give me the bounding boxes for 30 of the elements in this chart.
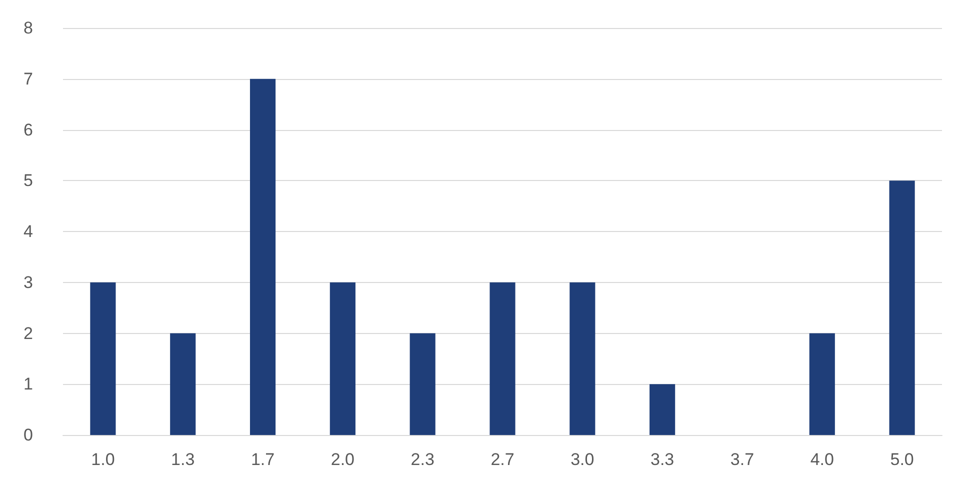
x-tick-label: 1.7 [250, 450, 275, 469]
y-tick-label: 5 [24, 171, 33, 190]
x-tick-label: 2.7 [490, 450, 514, 469]
x-tick-label: 2.3 [410, 450, 434, 469]
bar [570, 282, 596, 435]
x-tick-label: 3.3 [650, 450, 674, 469]
y-tick-label: 0 [24, 426, 33, 444]
bar [170, 333, 196, 435]
x-tick-label: 3.0 [570, 450, 594, 469]
y-tick-label: 3 [24, 272, 33, 292]
bar [809, 333, 835, 435]
bar [250, 78, 276, 435]
y-tick-label: 2 [24, 324, 33, 343]
y-tick-label: 8 [24, 18, 33, 38]
y-tick-label: 6 [24, 120, 33, 140]
bar [410, 333, 436, 435]
y-tick-label: 1 [24, 374, 33, 394]
x-tick-label: 1.3 [171, 450, 195, 469]
x-tick-label: 5.0 [890, 450, 914, 469]
bar [490, 282, 516, 435]
x-tick-label: 3.7 [730, 450, 754, 469]
y-tick-label: 7 [24, 69, 33, 88]
y-tick-label: 4 [24, 222, 33, 241]
bar [650, 384, 676, 435]
bar [330, 282, 356, 435]
x-tick-label: 4.0 [810, 450, 834, 469]
x-tick-label: 1.0 [91, 450, 115, 469]
bar [889, 180, 915, 435]
bar [90, 282, 116, 435]
x-tick-label: 2.0 [330, 450, 354, 469]
